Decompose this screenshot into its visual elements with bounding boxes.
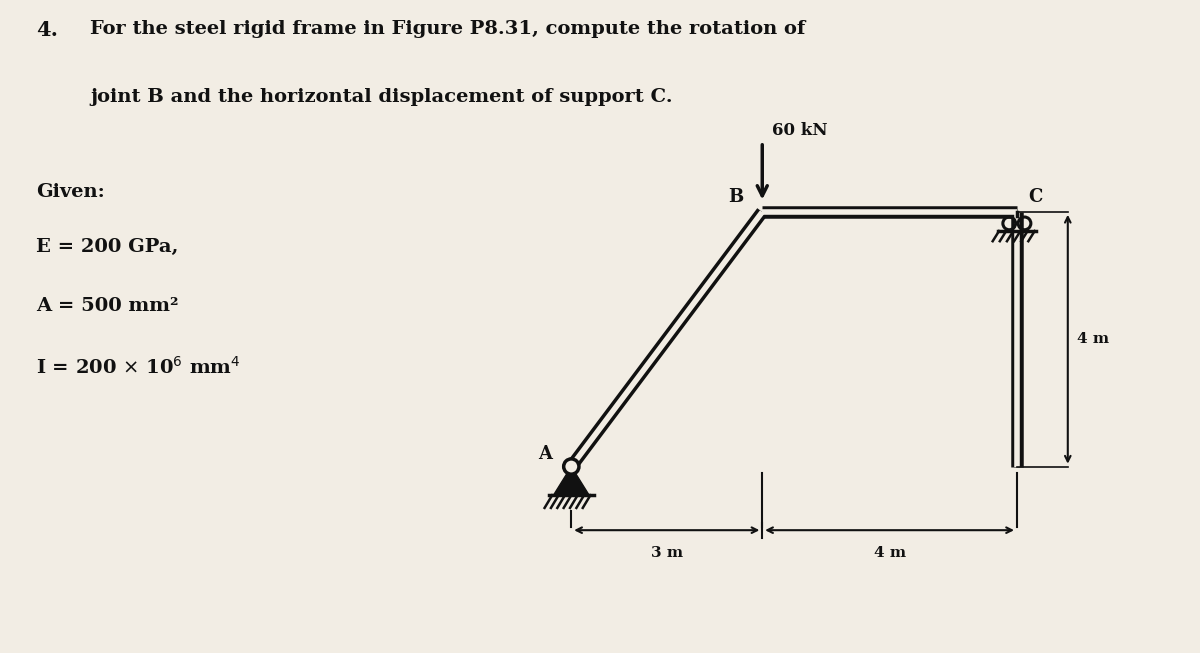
Text: 3 m: 3 m	[650, 546, 683, 560]
Circle shape	[564, 459, 578, 474]
Text: A: A	[539, 445, 552, 464]
Text: For the steel rigid frame in Figure P8.31, compute the rotation of: For the steel rigid frame in Figure P8.3…	[90, 20, 805, 38]
Circle shape	[564, 459, 578, 474]
Text: A = 500 mm²: A = 500 mm²	[36, 297, 179, 315]
Text: 4 m: 4 m	[874, 546, 906, 560]
Text: 60 kN: 60 kN	[772, 121, 827, 138]
Text: C: C	[1028, 187, 1043, 206]
Text: joint B and the horizontal displacement of support C.: joint B and the horizontal displacement …	[90, 88, 673, 106]
Text: E = 200 GPa,: E = 200 GPa,	[36, 238, 179, 257]
Text: Given:: Given:	[36, 183, 104, 201]
Text: I = 200 $\times$ 10$^6$ mm$^4$: I = 200 $\times$ 10$^6$ mm$^4$	[36, 356, 240, 378]
Text: 4 m: 4 m	[1078, 332, 1110, 346]
Text: B: B	[728, 187, 743, 206]
Polygon shape	[553, 466, 589, 495]
Text: 4.: 4.	[36, 20, 58, 40]
